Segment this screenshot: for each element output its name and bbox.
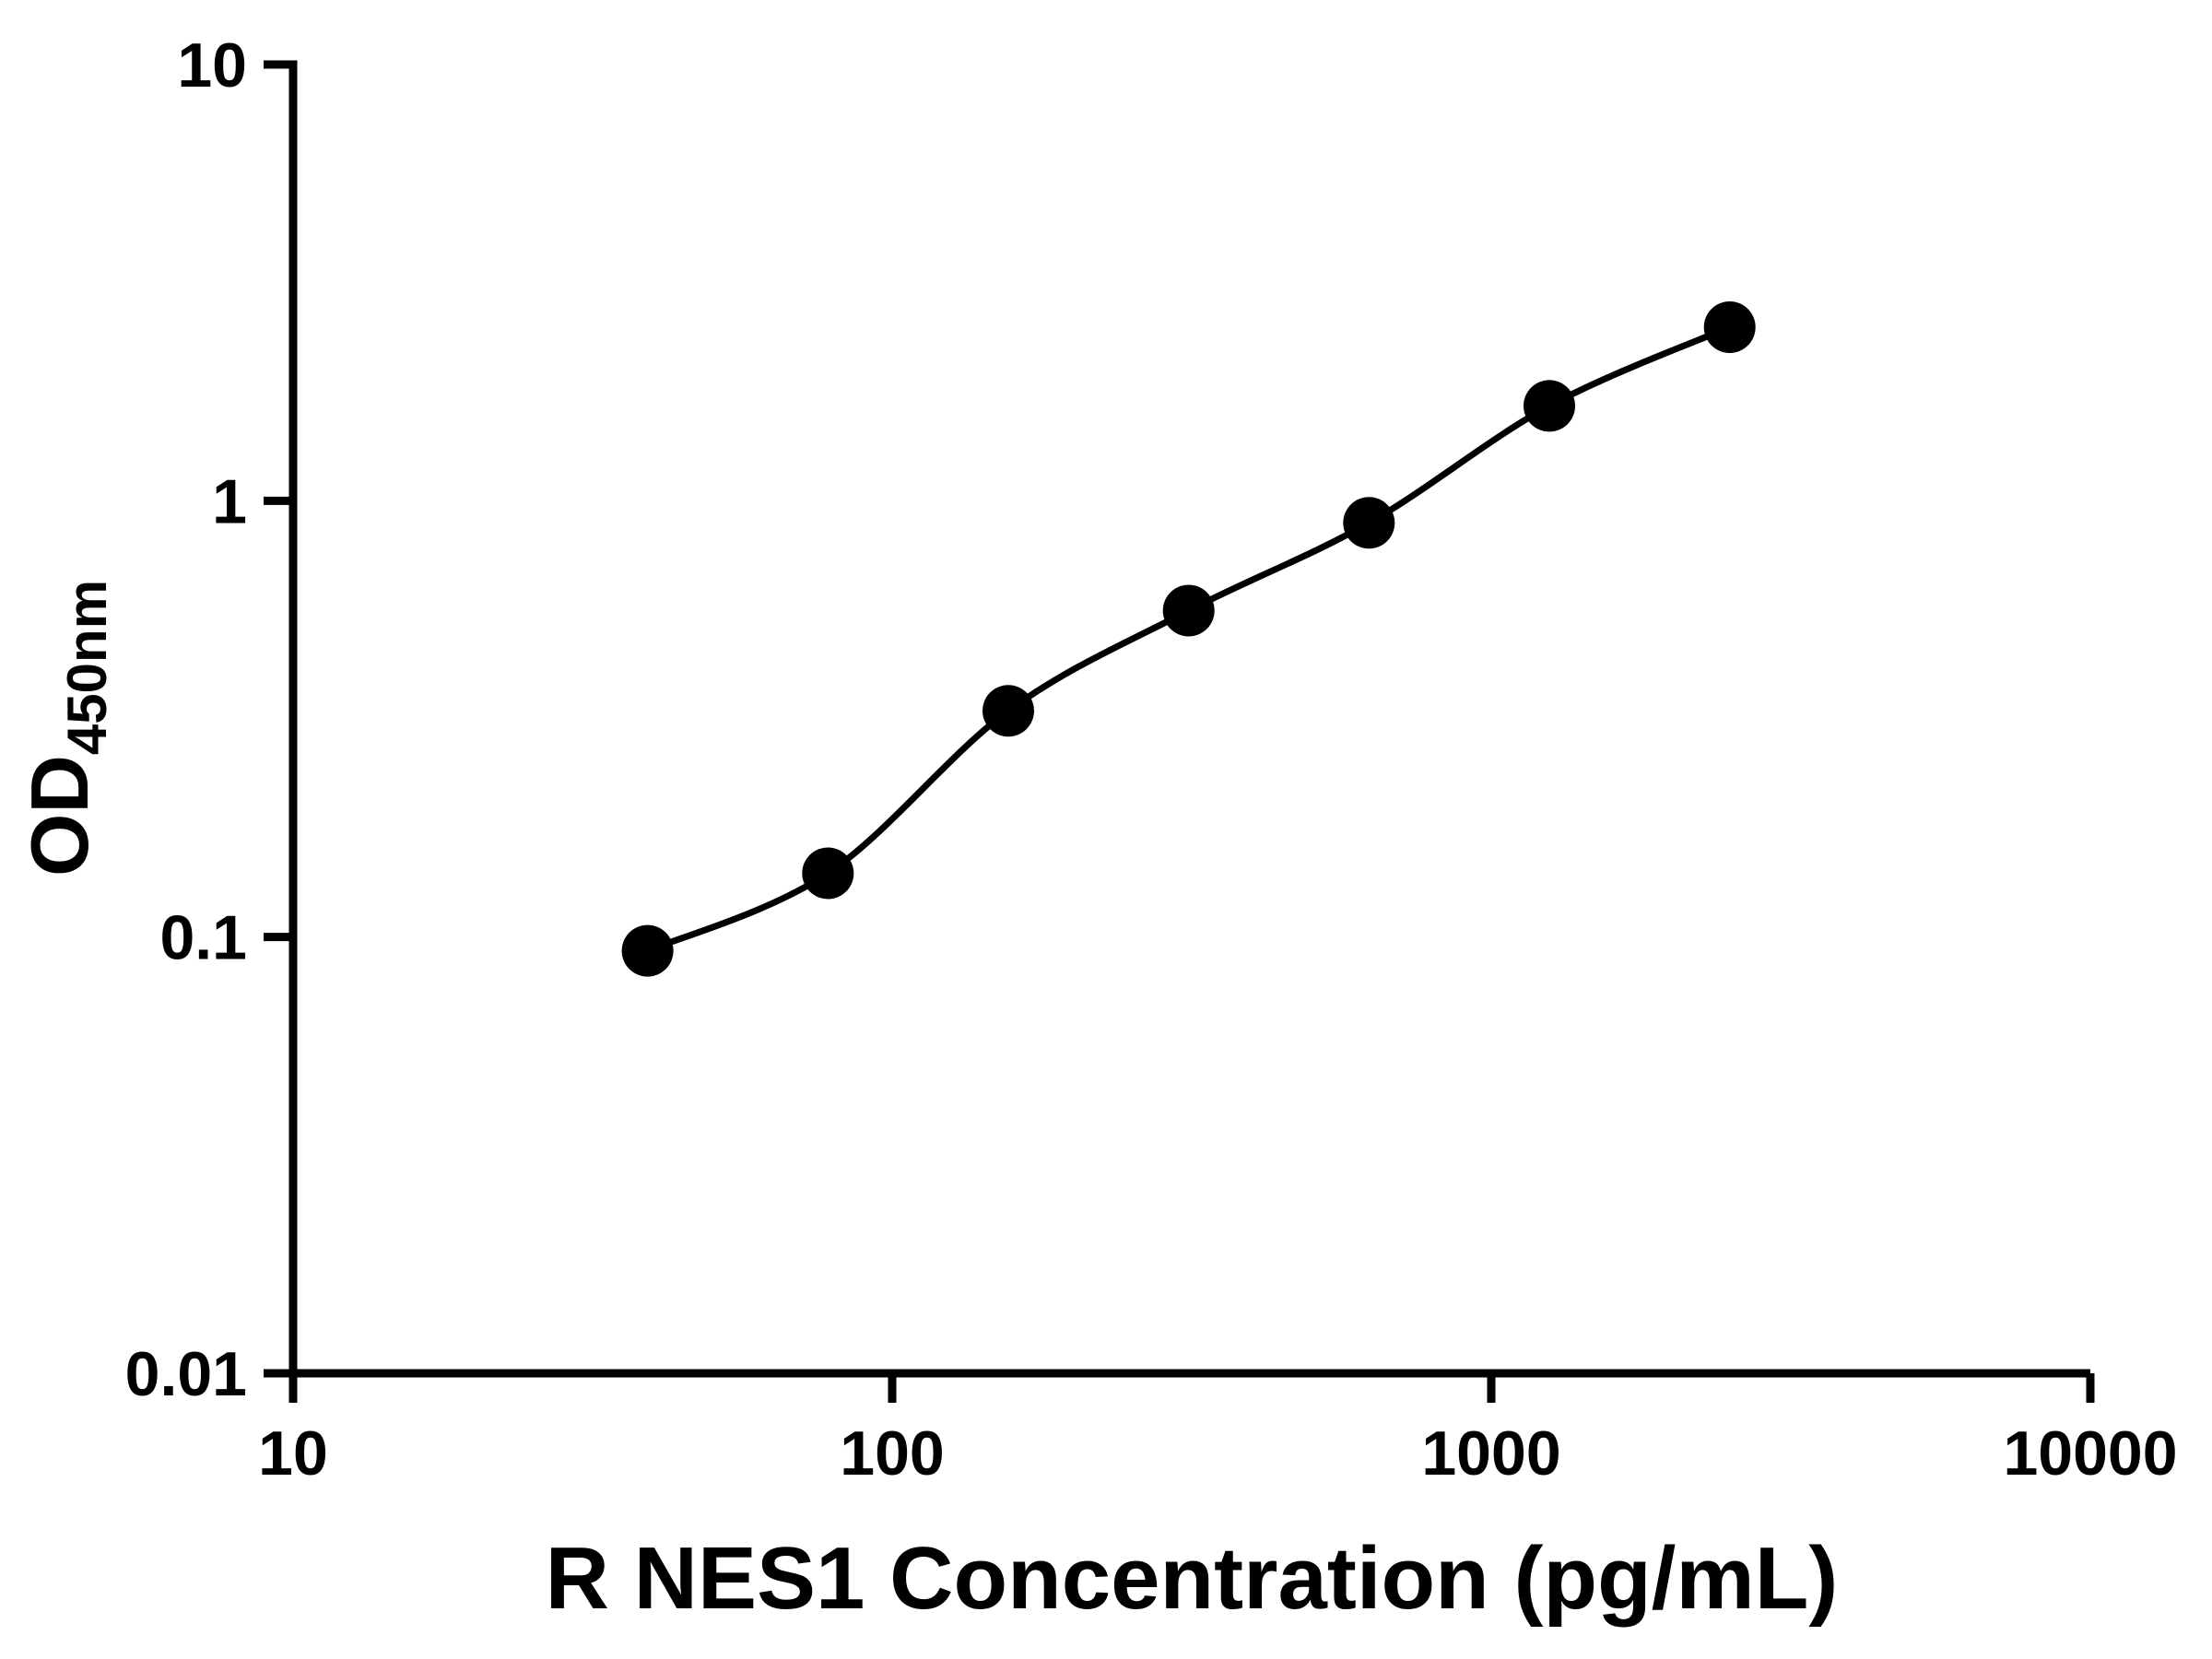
x-axis-title: R NES1 Concentration (pg/mL) [546,1529,1839,1628]
y-tick-label: 0.01 [125,1339,247,1409]
data-point [802,847,854,900]
data-series [621,301,1756,977]
y-axis-title-main: OD [14,755,105,877]
x-tick-label: 10 [258,1418,328,1488]
x-tick-label: 10000 [2003,1418,2177,1488]
y-tick-label: 0.1 [159,903,247,973]
y-axis-title: OD450nm [14,580,118,877]
tick-labels: 10 100 1000 10000 10 1 0.1 0.01 [125,30,2178,1488]
data-point [1524,380,1575,432]
data-point [1703,301,1756,353]
axes [288,60,2090,1378]
data-point [621,924,674,977]
x-tick-label: 100 [840,1418,944,1488]
x-tick-label: 1000 [1421,1418,1560,1488]
data-point [982,685,1034,737]
tick-marks [264,60,2095,1403]
data-point [1343,497,1395,549]
y-tick-label: 10 [177,30,247,100]
y-tick-label: 1 [212,466,247,536]
y-axis-title-sub: 450nm [56,580,118,755]
data-point [1162,584,1215,637]
